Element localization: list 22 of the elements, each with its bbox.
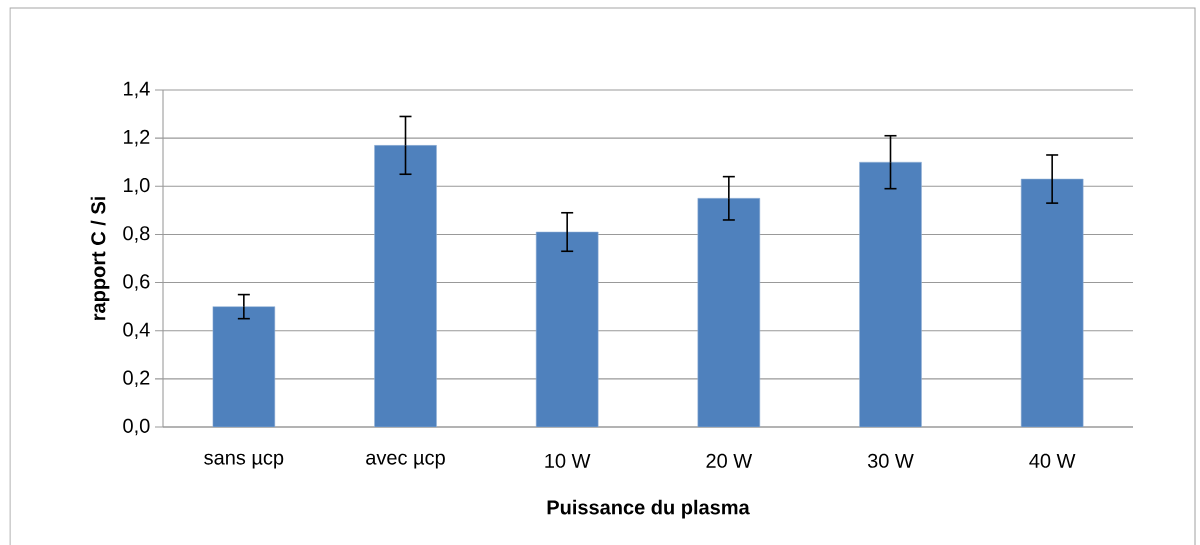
x-tick-label: 30 W [867,453,914,468]
bar [1020,178,1084,427]
y-tick-label: 0,4 [123,322,150,339]
bar [212,306,276,427]
x-tick-label: 20 W [706,453,753,468]
y-tick-label: 0,8 [123,226,150,243]
y-tick-label: 0,2 [123,370,150,388]
x-tick-label: avec µcp [366,453,445,469]
bar [535,231,599,427]
y-tick-label: 0,6 [123,274,150,291]
x-tick-label: 10 W [545,453,591,468]
y-axis-title: rapport C / Si [90,197,110,320]
y-tick-label: 0,0 [123,418,150,436]
y-tick-label: 1,0 [124,178,150,195]
y-tick-label: 1,2 [124,129,150,147]
bar [859,161,922,427]
x-tick-label: 40 W [1029,453,1076,468]
bar [697,198,761,427]
x-axis-title: Puissance du plasma [547,499,750,519]
bar [374,145,437,427]
y-tick-label: 1,4 [124,81,150,99]
x-tick-label: sans µcp [204,453,284,469]
